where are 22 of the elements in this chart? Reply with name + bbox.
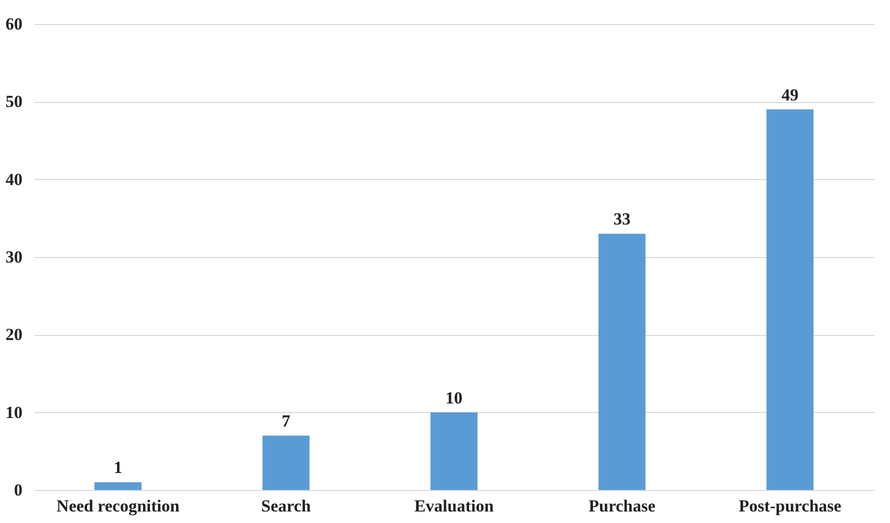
data-label: 7 [282, 412, 291, 431]
y-tick-label: 50 [6, 92, 22, 112]
x-tick-label: Post-purchase [738, 496, 842, 516]
x-tick-label: Need recognition [56, 496, 180, 516]
y-tick-label: 60 [6, 14, 22, 34]
x-tick-label: Search [261, 496, 312, 516]
y-tick-label: 10 [6, 402, 22, 422]
data-label: 49 [782, 85, 798, 104]
data-label: 1 [114, 458, 122, 478]
y-tick-label: 0 [14, 480, 22, 500]
bar [94, 482, 142, 490]
data-label: 10 [446, 388, 462, 408]
y-tick-label: 30 [6, 248, 22, 266]
data-label: 33 [614, 210, 630, 229]
y-tick-label: 40 [6, 170, 22, 189]
bar [262, 436, 310, 490]
x-tick-label: Evaluation [414, 496, 494, 516]
bar [766, 109, 814, 490]
bar [598, 234, 646, 490]
y-tick-label: 20 [6, 325, 22, 344]
bar [430, 412, 478, 490]
x-tick-label: Purchase [588, 496, 656, 516]
